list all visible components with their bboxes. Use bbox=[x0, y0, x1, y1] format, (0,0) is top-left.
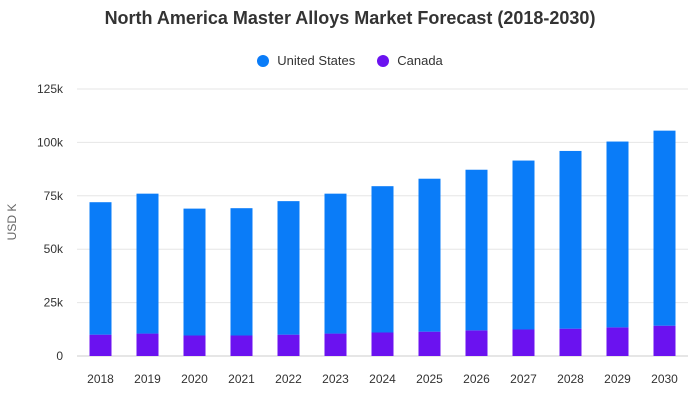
bar-united-states-2027[interactable] bbox=[512, 160, 535, 330]
legend-label-united-states: United States bbox=[277, 53, 356, 68]
y-tick-label: 0 bbox=[56, 349, 63, 363]
bar-canada-2025[interactable] bbox=[418, 331, 441, 356]
bar-canada-2021[interactable] bbox=[230, 335, 253, 356]
y-tick-label: 25k bbox=[44, 296, 64, 310]
y-tick-label: 50k bbox=[44, 242, 64, 256]
bar-canada-2023[interactable] bbox=[324, 333, 347, 356]
x-tick-label: 2027 bbox=[510, 372, 537, 386]
bar-united-states-2025[interactable] bbox=[418, 178, 441, 332]
legend-item-united-states[interactable]: United States bbox=[257, 53, 355, 68]
bar-canada-2030[interactable] bbox=[653, 325, 676, 356]
bar-canada-2028[interactable] bbox=[559, 328, 582, 356]
x-tick-label: 2020 bbox=[181, 372, 208, 386]
legend-swatch-united-states bbox=[257, 54, 270, 67]
x-tick-label: 2028 bbox=[557, 372, 584, 386]
x-tick-label: 2023 bbox=[322, 372, 349, 386]
bar-canada-2029[interactable] bbox=[606, 327, 629, 356]
x-tick-label: 2026 bbox=[463, 372, 490, 386]
bar-united-states-2029[interactable] bbox=[606, 141, 629, 328]
y-tick-label: 100k bbox=[37, 135, 64, 149]
x-tick-label: 2018 bbox=[87, 372, 114, 386]
bar-canada-2018[interactable] bbox=[89, 334, 112, 356]
x-tick-label: 2029 bbox=[604, 372, 631, 386]
x-tick-label: 2022 bbox=[275, 372, 302, 386]
legend-label-canada: Canada bbox=[397, 53, 443, 68]
bar-canada-2026[interactable] bbox=[465, 330, 488, 356]
chart-title: North America Master Alloys Market Forec… bbox=[104, 8, 596, 28]
y-axis-ticks: 0 25k 50k 75k 100k 125k bbox=[37, 82, 64, 363]
legend-item-canada[interactable]: Canada bbox=[377, 53, 443, 68]
x-axis-ticks: 2018 2019 2020 2021 2022 2023 2024 2025 2026 2027… bbox=[87, 372, 678, 386]
bar-united-states-2023[interactable] bbox=[324, 193, 347, 334]
x-tick-label: 2030 bbox=[651, 372, 678, 386]
bar-united-states-2028[interactable] bbox=[559, 150, 582, 329]
bar-united-states-2021[interactable] bbox=[230, 208, 253, 336]
bar-united-states-2026[interactable] bbox=[465, 169, 488, 331]
bar-united-states-2024[interactable] bbox=[371, 186, 394, 333]
bar-canada-2024[interactable] bbox=[371, 332, 394, 356]
x-tick-label: 2021 bbox=[228, 372, 255, 386]
x-tick-label: 2025 bbox=[416, 372, 443, 386]
bar-canada-2022[interactable] bbox=[277, 334, 300, 356]
x-tick-label: 2024 bbox=[369, 372, 396, 386]
legend: United States Canada bbox=[0, 53, 700, 68]
bar-canada-2027[interactable] bbox=[512, 329, 535, 356]
bars bbox=[89, 130, 676, 356]
x-tick-label: 2019 bbox=[134, 372, 161, 386]
y-tick-label: 75k bbox=[44, 189, 64, 203]
bar-united-states-2019[interactable] bbox=[136, 193, 159, 334]
bar-canada-2019[interactable] bbox=[136, 333, 159, 356]
bar-united-states-2018[interactable] bbox=[89, 202, 112, 335]
legend-swatch-canada bbox=[377, 54, 390, 67]
bar-canada-2020[interactable] bbox=[183, 335, 206, 356]
y-tick-label: 125k bbox=[37, 82, 64, 96]
bar-united-states-2022[interactable] bbox=[277, 201, 300, 335]
bar-united-states-2030[interactable] bbox=[653, 130, 676, 326]
bar-united-states-2020[interactable] bbox=[183, 208, 206, 336]
